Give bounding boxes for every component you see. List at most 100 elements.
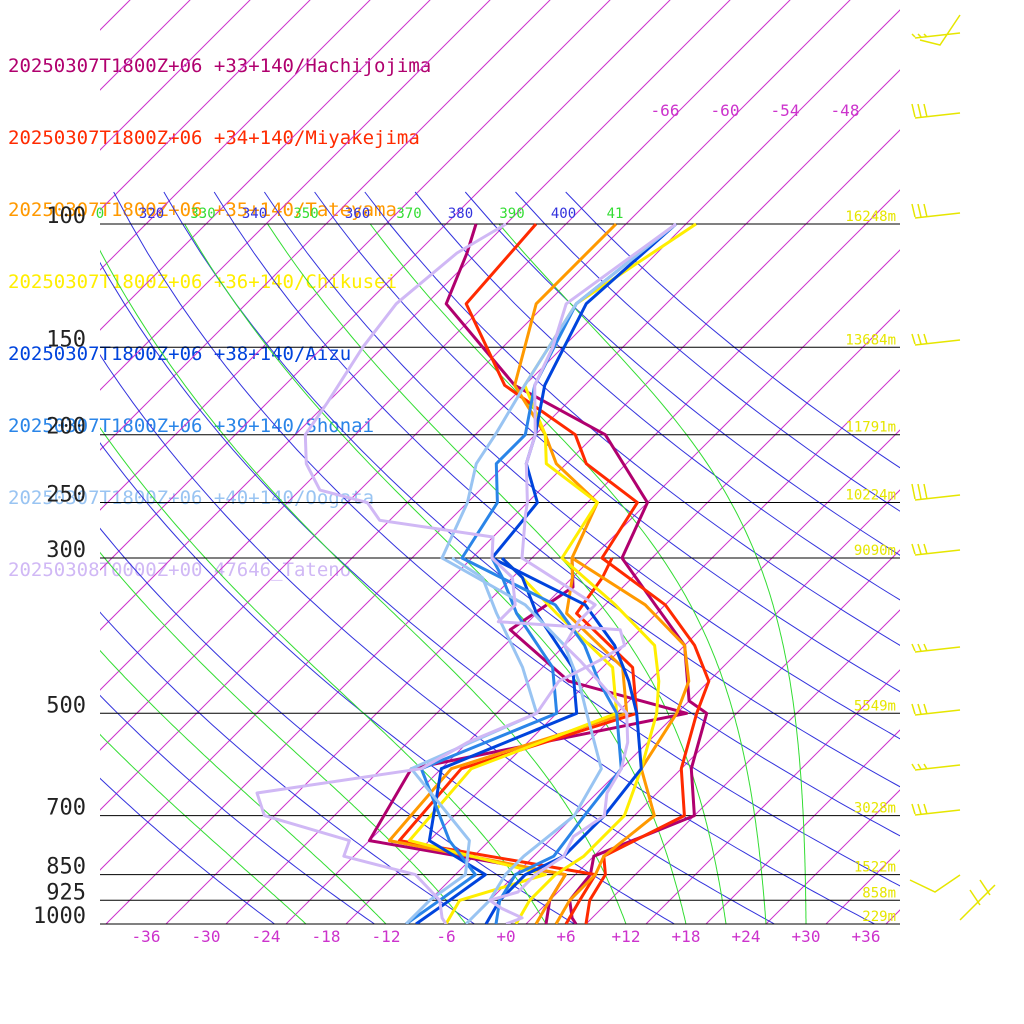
wind-barb <box>919 14 961 46</box>
height-label: 13684m <box>845 332 896 348</box>
theta-label: 390 <box>499 206 524 222</box>
wind-barb-flag <box>923 643 928 652</box>
dry-adiabat <box>263 191 900 740</box>
temperature-line-aizu <box>484 222 677 924</box>
pressure-label: 925 <box>46 880 86 905</box>
height-label: 1522m <box>854 860 896 876</box>
height-label: 5549m <box>854 698 896 714</box>
isotherm-line <box>465 489 900 924</box>
upper-isotherm-label: -60 <box>711 101 740 120</box>
dry-adiabat <box>100 694 375 924</box>
wind-barb-flag <box>917 543 922 555</box>
wind-barb-flag <box>911 33 916 38</box>
legend-entry-shonai: 20250307T1800Z+06 +39+140/Shonai <box>8 415 375 437</box>
isotherm-line <box>645 669 900 924</box>
isotherm-line <box>100 0 851 751</box>
isotherm-line <box>100 0 371 271</box>
isotherm-line <box>105 129 900 924</box>
isotherm-line <box>100 0 551 451</box>
pressure-label: 250 <box>46 483 86 508</box>
wind-barb-flag <box>911 643 916 652</box>
wind-barb <box>914 549 961 556</box>
pressure-label: 150 <box>46 327 86 352</box>
height-label: 11791m <box>845 420 896 436</box>
theta-label: 380 <box>448 206 473 222</box>
pressure-label: 200 <box>46 415 86 440</box>
isotherm-line <box>525 549 900 924</box>
temperature-tick-label: +18 <box>672 927 701 946</box>
wind-barb-flag <box>917 483 922 500</box>
upper-isotherm-label: -66 <box>651 101 680 120</box>
theta-label: 400 <box>551 206 576 222</box>
temperature-tick-label: -12 <box>372 927 401 946</box>
temperature-tick-label: -30 <box>192 927 221 946</box>
pressure-label: 1000 <box>33 904 86 929</box>
wind-barb-flag <box>917 333 922 345</box>
isotherm-line <box>165 189 900 924</box>
wind-barb-flag <box>911 543 916 555</box>
upper-isotherm-label: -54 <box>771 101 800 120</box>
height-label: 3028m <box>854 801 896 817</box>
temperature-tick-label: +0 <box>496 927 515 946</box>
wind-barb-flag <box>917 803 922 815</box>
theta-label: 41 <box>607 206 624 222</box>
wind-barb <box>914 809 961 816</box>
isotherm-line <box>100 0 311 211</box>
dewpoint-line-aizu <box>415 556 579 924</box>
temperature-line-miyakejima <box>464 223 711 924</box>
theta-label: 350 <box>293 206 318 222</box>
wind-barb-flag <box>917 103 922 118</box>
wind-barb-flag <box>917 203 922 218</box>
wind-barb <box>914 764 961 771</box>
isotherm-line <box>100 9 900 811</box>
legend-entry-miyakejima: 20250307T1800Z+06 +34+140/Miyakejima <box>8 127 420 149</box>
temperature-tick-label: +36 <box>852 927 881 946</box>
temperature-tick-label: +24 <box>732 927 761 946</box>
soundings <box>255 222 711 924</box>
wind-barb-flag <box>923 703 928 715</box>
wind-barb-flag <box>923 333 928 345</box>
wind-barb-flag <box>923 763 928 770</box>
plot-area <box>0 0 900 924</box>
temperature-tick-label: -36 <box>132 927 161 946</box>
dry-adiabat <box>515 191 900 512</box>
isotherm-line <box>0 0 152 924</box>
isotherm-line <box>885 909 900 924</box>
isotherm-line <box>825 849 900 924</box>
pressure-label: 850 <box>46 855 86 880</box>
temperature-line-chikusei <box>514 222 697 924</box>
isotherm-line <box>0 0 32 924</box>
isotherm-line <box>100 0 251 151</box>
legend-entry-hachijojima: 20250307T1800Z+06 +33+140/Hachijojima <box>8 55 432 77</box>
wind-barb-flag <box>911 803 916 815</box>
dewpoint-line-tateno <box>255 222 627 924</box>
pressure-label: 500 <box>46 693 86 718</box>
wind-barb-flag <box>917 643 922 652</box>
temperature-line-shonai <box>460 222 677 924</box>
wind-barb <box>914 494 961 501</box>
height-label: 858m <box>862 885 896 901</box>
wind-barb <box>914 212 961 219</box>
moist-adiabat <box>184 223 687 924</box>
upper-isotherm-label: -48 <box>831 101 860 120</box>
height-label: 10224m <box>845 488 896 504</box>
theta-label: 370 <box>396 206 421 222</box>
isotherm-line <box>100 0 731 631</box>
isotherm-line <box>100 0 671 571</box>
wind-barb-flag <box>923 203 928 218</box>
dry-adiabat <box>163 191 900 837</box>
isotherm-line <box>0 0 92 924</box>
dry-adiabat <box>100 261 875 924</box>
theta-label: 360 <box>345 206 370 222</box>
temperature-tick-label: -18 <box>312 927 341 946</box>
isotherm-line <box>100 0 431 331</box>
isotherm-line <box>225 249 900 924</box>
temperature-tick-label: +6 <box>556 927 575 946</box>
wind-barb-flag <box>917 33 922 38</box>
dry-adiabat <box>100 611 475 924</box>
height-label: 16248m <box>845 209 896 225</box>
wind-barb <box>914 339 961 346</box>
wind-barb-flag <box>923 543 928 555</box>
wind-barb-flag <box>911 103 916 118</box>
height-label: 9090m <box>854 543 896 559</box>
